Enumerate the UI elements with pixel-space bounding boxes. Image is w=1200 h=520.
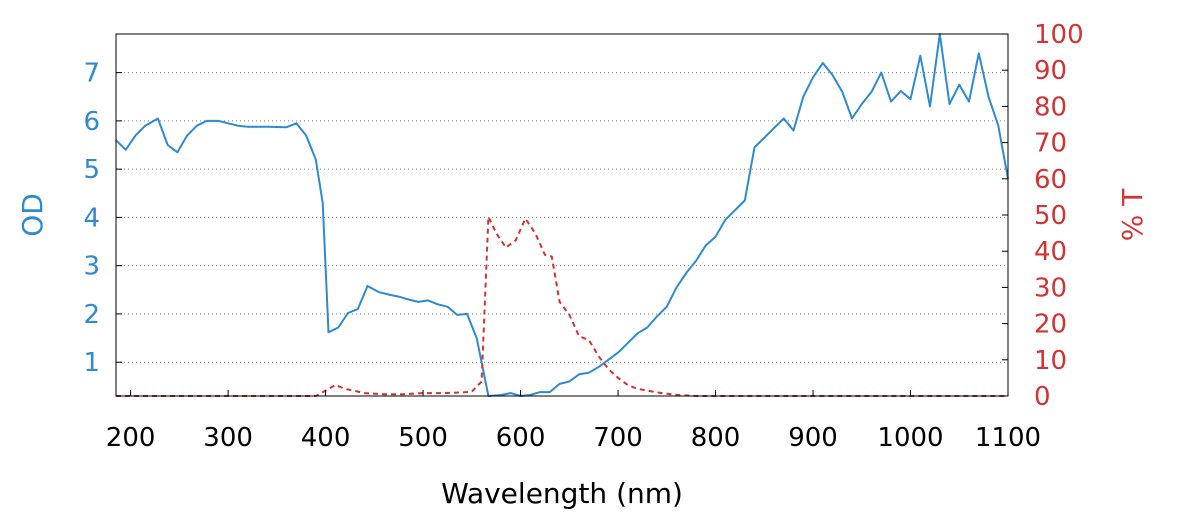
x-tick-label: 200 bbox=[106, 423, 156, 453]
y-right-tick-label: 100 bbox=[1034, 20, 1084, 50]
y-right-tick-label: 50 bbox=[1034, 201, 1067, 231]
x-tick-label: 300 bbox=[203, 423, 253, 453]
y-right-tick-label: 70 bbox=[1034, 129, 1067, 159]
y-right-tick-label: 10 bbox=[1034, 346, 1067, 376]
y-axis-left-title: OD bbox=[16, 193, 49, 237]
x-tick-label: 1000 bbox=[877, 423, 943, 453]
grid-lines bbox=[116, 72, 1008, 363]
y-right-tick-label: 80 bbox=[1034, 92, 1067, 122]
x-tick-label: 400 bbox=[301, 423, 351, 453]
y-left-tick-label: 1 bbox=[83, 348, 100, 378]
series-lines bbox=[115, 33, 1009, 397]
x-tick-label: 800 bbox=[691, 423, 741, 453]
y-right-tick-label: 90 bbox=[1034, 56, 1067, 86]
x-tick-label: 600 bbox=[496, 423, 546, 453]
y-right-tick-label: 40 bbox=[1034, 237, 1067, 267]
x-tick-label: 700 bbox=[593, 423, 643, 453]
y-left-tick-label: 2 bbox=[83, 300, 100, 330]
x-tick-label: 500 bbox=[398, 423, 448, 453]
transmission-line bbox=[116, 215, 1008, 397]
y-left-tick-label: 4 bbox=[83, 203, 100, 233]
y-axis-right-title: % T bbox=[1116, 188, 1149, 242]
od-line bbox=[115, 33, 1009, 397]
y-right-tick-label: 60 bbox=[1034, 165, 1067, 195]
x-tick-label: 1100 bbox=[975, 423, 1041, 453]
y-right-tick-label: 20 bbox=[1034, 310, 1067, 340]
y-left-tick-label: 6 bbox=[83, 107, 100, 137]
y-left-tick-label: 7 bbox=[83, 59, 100, 89]
y-right-tick-label: 30 bbox=[1034, 273, 1067, 303]
x-axis-title: Wavelength (nm) bbox=[441, 477, 683, 510]
axis-ticks: 200 300 400 500 600 700 800 900 1000 110012345670… bbox=[83, 20, 1083, 453]
y-right-tick-label: 0 bbox=[1034, 382, 1051, 412]
x-tick-label: 900 bbox=[788, 423, 838, 453]
y-left-tick-label: 3 bbox=[83, 252, 100, 282]
y-left-tick-label: 5 bbox=[83, 155, 100, 185]
